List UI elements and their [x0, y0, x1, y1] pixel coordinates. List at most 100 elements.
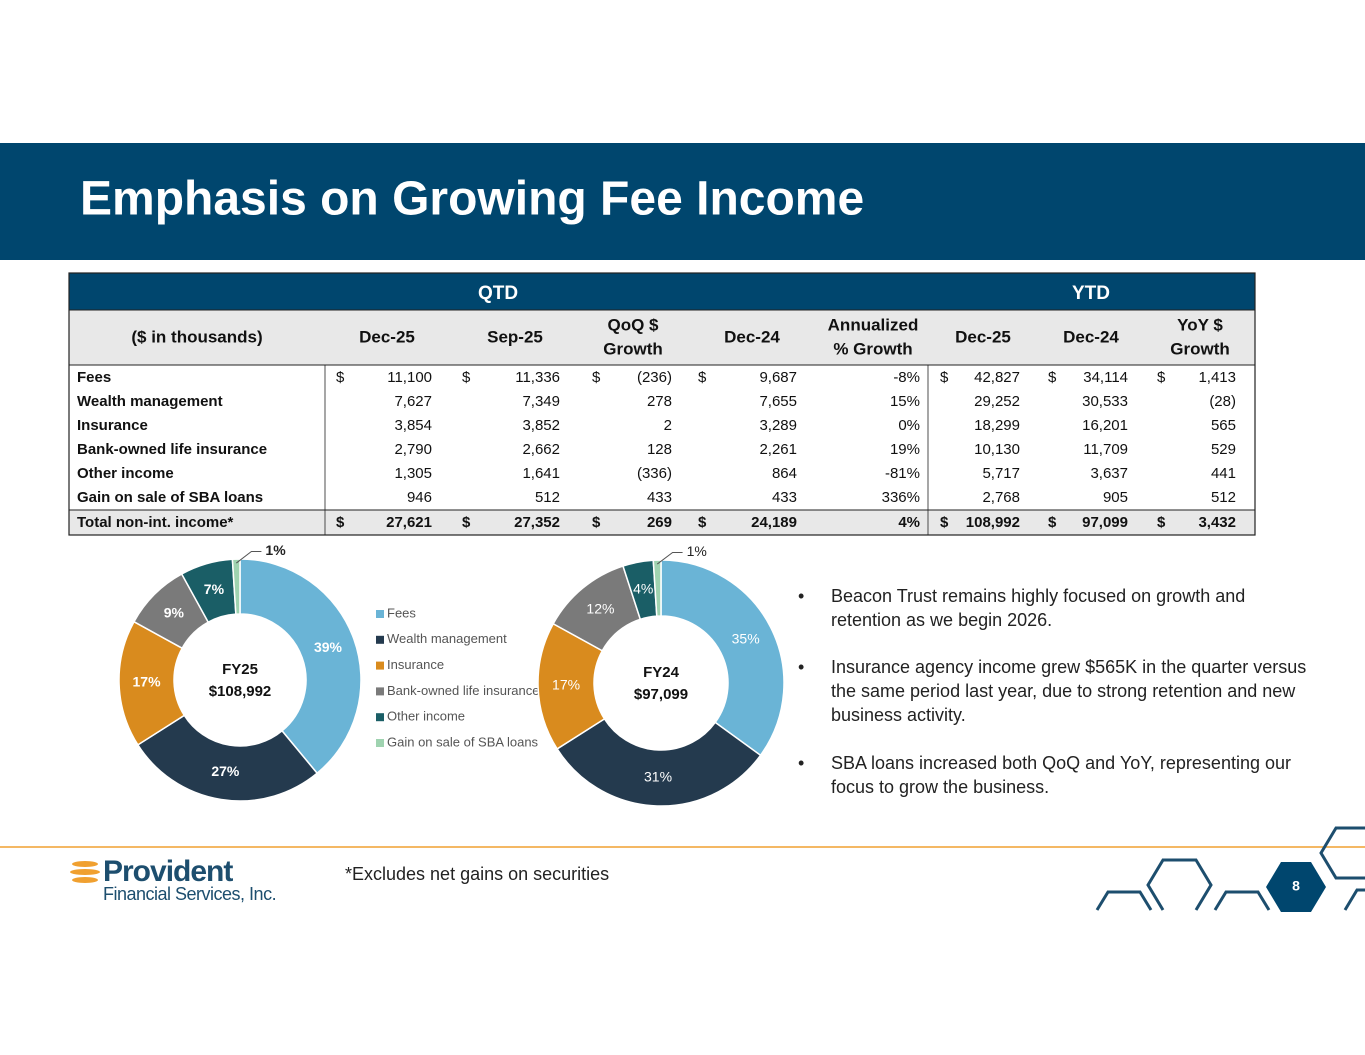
- cell: 16,201: [1082, 417, 1128, 434]
- cell: 2,790: [394, 441, 432, 458]
- legend-swatch: [376, 635, 384, 644]
- value-label: 9%: [164, 605, 185, 621]
- donut-slice: [660, 559, 785, 757]
- value-label: 7%: [204, 581, 225, 597]
- cell: 433: [647, 489, 672, 506]
- column-header: Annualized: [828, 315, 919, 334]
- value-label: 39%: [314, 639, 343, 655]
- hex-line: [1146, 858, 1213, 911]
- cell: 1,641: [522, 465, 560, 482]
- logo: Provident Financial Services, Inc.: [70, 855, 277, 904]
- logo-bar: [70, 869, 100, 875]
- cell: 10,130: [974, 441, 1020, 458]
- column-header: Dec-24: [724, 327, 780, 346]
- hex-line: [1213, 890, 1271, 911]
- logo-bar: [72, 877, 98, 883]
- cell: 18,299: [974, 417, 1020, 434]
- cell: 34,114: [1083, 369, 1128, 386]
- row-label: Other income: [77, 465, 174, 482]
- cell: 2,261: [759, 441, 797, 458]
- dollar-sign: $: [336, 514, 345, 531]
- cell: 27,621: [386, 514, 432, 531]
- dollar-sign: $: [698, 514, 707, 531]
- row-label: Gain on sale of SBA loans: [77, 489, 263, 506]
- cell: 3,432: [1198, 514, 1236, 531]
- cell: 946: [407, 489, 432, 506]
- cell: 3,637: [1090, 465, 1128, 482]
- legend-label: Gain on sale of SBA loans: [387, 734, 539, 749]
- column-header: ($ in thousands): [131, 327, 262, 346]
- column-header: QoQ $: [607, 315, 659, 334]
- cell: 27,352: [514, 514, 560, 531]
- bullet-text: SBA loans increased both QoQ and YoY, re…: [831, 753, 1291, 773]
- bullet-text: Beacon Trust remains highly focused on g…: [831, 586, 1245, 606]
- value-label: 1%: [265, 542, 286, 558]
- cell: 30,533: [1082, 393, 1128, 410]
- dollar-sign: $: [940, 369, 949, 386]
- legend-label: Wealth management: [387, 631, 507, 646]
- leader-line: [236, 551, 262, 564]
- center-label: $97,099: [634, 686, 688, 703]
- column-header: Dec-24: [1063, 327, 1119, 346]
- legend-swatch: [376, 610, 384, 618]
- header-band: [0, 143, 1365, 260]
- cell: 11,709: [1083, 441, 1128, 458]
- donut-slice: [231, 558, 241, 615]
- legend-label: Insurance: [387, 657, 444, 672]
- value-label: 1%: [687, 543, 707, 559]
- donut-slice: [239, 558, 362, 775]
- title: Emphasis on Growing Fee Income: [80, 173, 864, 226]
- dollar-sign: $: [1048, 369, 1057, 386]
- dollar-sign: $: [1048, 514, 1057, 531]
- bullet-text: retention as we begin 2026.: [831, 610, 1052, 630]
- cell: 11,100: [387, 369, 432, 386]
- table-header-row: [69, 310, 1255, 365]
- cell: 441: [1211, 465, 1236, 482]
- row-label: Fees: [77, 369, 111, 386]
- cell: (28): [1209, 393, 1236, 410]
- legend-swatch: [376, 661, 384, 670]
- cell: 529: [1211, 441, 1236, 458]
- dollar-sign: $: [462, 514, 471, 531]
- hex-line: [1319, 826, 1365, 880]
- cell: 128: [647, 441, 672, 458]
- cell: 3,852: [522, 417, 560, 434]
- cell: -8%: [893, 369, 920, 386]
- value-label: 31%: [644, 769, 672, 785]
- legend-swatch: [376, 713, 384, 722]
- bullet-text: Insurance agency income grew $565K in th…: [831, 657, 1306, 677]
- column-header: YoY $: [1177, 315, 1223, 334]
- cell: 864: [772, 465, 797, 482]
- column-header: Dec-25: [359, 327, 415, 346]
- cell: 433: [772, 489, 797, 506]
- hex-line: [1343, 888, 1365, 911]
- bullet-symbol: •: [798, 586, 804, 606]
- group-header: QTD: [478, 283, 518, 304]
- cell: 24,189: [751, 514, 797, 531]
- dollar-sign: $: [1157, 369, 1166, 386]
- cell: 0%: [898, 417, 920, 434]
- column-header: Dec-25: [955, 327, 1011, 346]
- value-label: 4%: [633, 580, 653, 596]
- cell: 7,655: [759, 393, 797, 410]
- cell: 269: [647, 514, 672, 531]
- table-total-row: [69, 510, 1255, 535]
- center-label: FY24: [643, 664, 680, 681]
- logo-bar: [72, 861, 98, 867]
- cell: 9,687: [759, 369, 797, 386]
- cell: 512: [1211, 489, 1236, 506]
- dollar-sign: $: [462, 369, 471, 386]
- column-header: Growth: [1170, 339, 1230, 358]
- row-label: Wealth management: [77, 393, 223, 410]
- page-number-badge: [1266, 862, 1326, 912]
- cell: (236): [637, 369, 672, 386]
- hex-line: [1095, 890, 1153, 911]
- cell: 3,854: [394, 417, 432, 434]
- column-header: Sep-25: [487, 327, 543, 346]
- cell: 7,349: [522, 393, 560, 410]
- cell: 336%: [882, 489, 920, 506]
- cell: 11,336: [515, 369, 560, 386]
- cell: 42,827: [974, 369, 1020, 386]
- legend-swatch: [376, 687, 384, 696]
